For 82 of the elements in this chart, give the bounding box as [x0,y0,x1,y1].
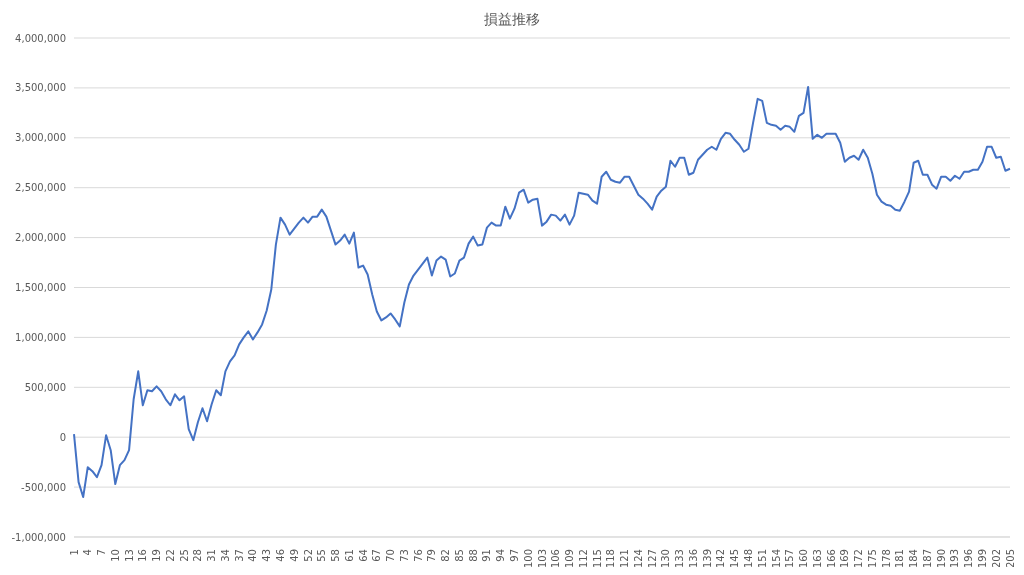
x-tick-label: 148 [742,549,754,569]
x-tick-label: 55 [316,549,328,562]
y-tick-label: -1,000,000 [11,531,66,543]
x-tick-label: 88 [467,549,479,562]
x-tick-label: 22 [164,549,176,562]
x-tick-label: 43 [261,549,273,562]
y-tick-label: 2,000,000 [15,232,66,244]
x-tick-label: 76 [412,549,424,562]
y-tick-label: 4,000,000 [15,32,66,44]
x-tick-label: 136 [687,549,699,569]
x-tick-label: 97 [508,549,520,562]
x-tick-label: 46 [274,549,286,562]
x-tick-label: 73 [398,549,410,562]
x-tick-label: 124 [632,549,644,569]
x-tick-label: 19 [151,549,163,562]
x-tick-label: 82 [440,549,452,562]
x-tick-label: 61 [343,549,355,562]
x-tick-label: 127 [646,549,658,569]
x-tick-label: 157 [784,549,796,569]
x-tick-label: 151 [756,549,768,569]
x-tick-label: 187 [921,549,933,569]
x-tick-label: 31 [206,549,218,562]
x-tick-label: 175 [866,549,878,569]
x-tick-label: 112 [577,549,589,569]
chart-title: 損益推移 [483,10,541,29]
x-tick-label: 7 [96,549,108,556]
x-tick-label: 199 [976,549,988,569]
x-tick-label: 25 [178,549,190,562]
x-tick-label: 145 [729,549,741,569]
line-series [73,85,1011,499]
x-tick-label: 181 [894,549,906,569]
x-tick-label: 37 [233,549,245,562]
x-tick-label: 172 [853,549,865,569]
x-tick-label: 70 [385,549,397,562]
x-tick-label: 142 [715,549,727,569]
y-tick-label: 3,000,000 [15,132,66,144]
x-tick-label: 64 [357,549,369,562]
x-tick-label: 178 [880,549,892,569]
x-tick-label: 103 [536,549,548,569]
x-tick-label: 91 [481,549,493,562]
x-tick-label: 49 [288,549,300,562]
x-tick-label: 166 [825,549,837,569]
x-tick-label: 202 [990,549,1002,569]
x-tick-label: 130 [660,549,672,569]
x-tick-label: 190 [935,549,947,569]
x-tick-label: 10 [109,549,121,562]
x-tick-label: 154 [770,549,782,569]
x-tick-label: 28 [192,549,204,562]
x-tick-label: 52 [302,549,314,562]
x-tick-label: 169 [839,549,851,569]
x-tick-label: 193 [949,549,961,569]
y-tick-label: 500,000 [24,381,66,393]
x-tick-label: 67 [371,549,383,562]
x-tick-label: 196 [963,549,975,569]
y-tick-label: 0 [59,431,66,443]
x-tick-label: 58 [330,549,342,562]
x-tick-label: 109 [564,549,576,569]
x-tick-label: 85 [453,549,465,562]
y-tick-label: -500,000 [21,481,66,493]
x-tick-label: 118 [605,549,617,569]
y-tick-label: 1,000,000 [15,331,66,343]
x-tick-label: 79 [426,549,438,562]
x-tick-label: 34 [219,549,231,562]
x-tick-label: 133 [674,549,686,569]
x-tick-label: 1 [68,549,80,556]
x-tick-label: 121 [619,549,631,569]
x-tick-label: 115 [591,549,603,569]
x-tick-label: 184 [908,549,920,569]
x-tick-label: 106 [550,549,562,569]
x-tick-label: 40 [247,549,259,562]
y-tick-label: 3,500,000 [15,82,66,94]
x-tick-label: 4 [82,549,94,556]
x-tick-label: 163 [811,549,823,569]
x-tick-label: 205 [1004,549,1016,569]
x-tick-label: 139 [701,549,713,569]
x-tick-label: 94 [495,549,507,562]
x-tick-label: 160 [798,549,810,569]
y-tick-label: 1,500,000 [15,282,66,294]
y-tick-label: 2,500,000 [15,182,66,194]
x-tick-label: 100 [522,549,534,569]
x-tick-label: 13 [123,549,135,562]
x-tick-label: 16 [137,549,149,562]
